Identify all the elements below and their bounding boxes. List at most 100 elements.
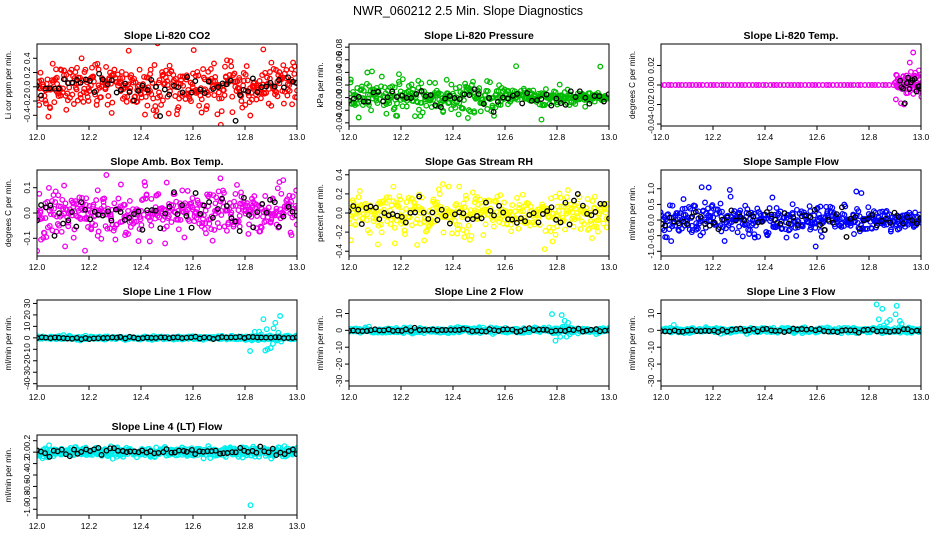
point-layer <box>661 301 921 337</box>
y-axis-label: ml/min per min. <box>4 316 13 371</box>
data-point-primary <box>872 82 878 88</box>
data-point-primary <box>82 247 88 254</box>
data-point-primary <box>666 202 673 209</box>
data-point-reference <box>180 447 187 454</box>
data-point-primary <box>564 194 570 201</box>
y-axis-label: ml/min per min. <box>316 316 325 371</box>
data-point-primary <box>582 103 589 110</box>
data-point-primary <box>842 203 849 210</box>
x-tick-label: 12.2 <box>81 392 98 402</box>
data-point-primary <box>257 95 264 102</box>
data-point-primary <box>791 82 798 88</box>
data-point-primary <box>172 75 179 82</box>
data-point-spikes <box>260 316 267 323</box>
data-point-primary <box>364 211 371 218</box>
data-point-reference <box>437 104 444 111</box>
data-point-primary <box>232 202 239 209</box>
y-tick-label: -0.04 <box>334 113 344 133</box>
data-point-reference <box>280 213 287 220</box>
data-point-reference <box>71 446 77 453</box>
data-point-primary <box>69 212 76 219</box>
data-point-primary <box>391 84 398 91</box>
data-point-primary <box>115 195 122 202</box>
data-point-reference <box>276 223 282 230</box>
data-point-primary <box>294 205 297 212</box>
data-point-reference <box>197 210 204 217</box>
data-point-primary <box>789 201 796 208</box>
data-point-reference <box>588 326 594 333</box>
data-point-reference <box>289 446 296 453</box>
data-point-primary <box>538 116 545 123</box>
data-point-primary <box>386 194 393 201</box>
data-point-primary <box>497 192 504 199</box>
data-point-primary <box>97 94 104 101</box>
data-point-primary <box>487 79 493 86</box>
data-point-reference <box>254 334 261 341</box>
x-tick-label: 12.0 <box>341 132 358 142</box>
data-point-reference <box>900 85 907 92</box>
x-tick-label: 13.0 <box>601 262 618 272</box>
data-point-reference <box>60 220 67 227</box>
data-point-primary <box>682 82 689 88</box>
data-point-spikes <box>549 311 555 318</box>
data-point-primary <box>553 213 560 220</box>
data-point-primary <box>912 209 919 216</box>
data-point-reference <box>416 193 423 200</box>
data-point-primary <box>127 85 134 92</box>
data-point-primary <box>436 191 443 197</box>
data-point-reference <box>209 214 216 221</box>
data-point-primary <box>112 236 119 243</box>
data-point-primary <box>556 81 563 88</box>
data-point-primary <box>589 235 595 242</box>
data-point-reference <box>398 213 405 220</box>
data-point-primary <box>424 226 431 233</box>
data-point-primary <box>378 83 385 90</box>
data-point-primary <box>416 106 422 113</box>
data-point-reference <box>117 334 124 340</box>
data-point-primary <box>156 77 163 84</box>
data-point-reference <box>285 74 292 81</box>
data-point-reference <box>68 209 75 215</box>
x-tick-label: 12.8 <box>237 521 254 531</box>
data-point-reference <box>118 86 124 93</box>
data-point-primary <box>767 82 774 88</box>
data-point-primary <box>847 222 854 229</box>
data-point-primary <box>258 224 265 231</box>
data-point-primary <box>184 187 191 194</box>
data-point-primary <box>458 205 465 211</box>
data-point-primary <box>121 201 128 208</box>
y-tick-label: -30 <box>646 375 656 388</box>
data-point-primary <box>257 223 264 230</box>
data-point-primary <box>280 177 287 184</box>
data-point-reference <box>42 450 49 457</box>
data-point-reference <box>411 324 418 331</box>
y-tick-label: -0.8 <box>22 490 32 505</box>
data-point-primary <box>562 226 568 233</box>
data-point-primary <box>216 95 223 102</box>
data-point-primary <box>227 58 234 65</box>
data-point-reference <box>51 232 58 239</box>
data-point-reference <box>847 215 854 222</box>
data-point-spikes <box>277 313 284 319</box>
data-point-primary <box>152 103 159 110</box>
data-point-primary <box>674 210 681 217</box>
data-point-primary <box>605 206 609 212</box>
panel-title: Slope Li-820 Pressure <box>424 30 534 42</box>
y-axis-label: kPa per min. <box>316 63 325 108</box>
data-point-reference <box>918 85 921 92</box>
data-point-reference <box>480 100 487 107</box>
data-point-reference <box>183 448 190 455</box>
data-point-primary <box>391 104 398 111</box>
data-point-primary <box>47 105 54 111</box>
data-point-reference <box>574 191 581 197</box>
data-point-primary <box>262 193 269 199</box>
data-point-primary <box>727 193 734 200</box>
data-point-primary <box>73 86 80 93</box>
data-point-reference <box>530 327 537 334</box>
data-point-primary <box>256 77 263 84</box>
point-layer <box>37 172 297 254</box>
data-point-primary <box>147 66 154 73</box>
data-point-primary <box>588 221 595 227</box>
data-point-reference <box>179 89 186 96</box>
